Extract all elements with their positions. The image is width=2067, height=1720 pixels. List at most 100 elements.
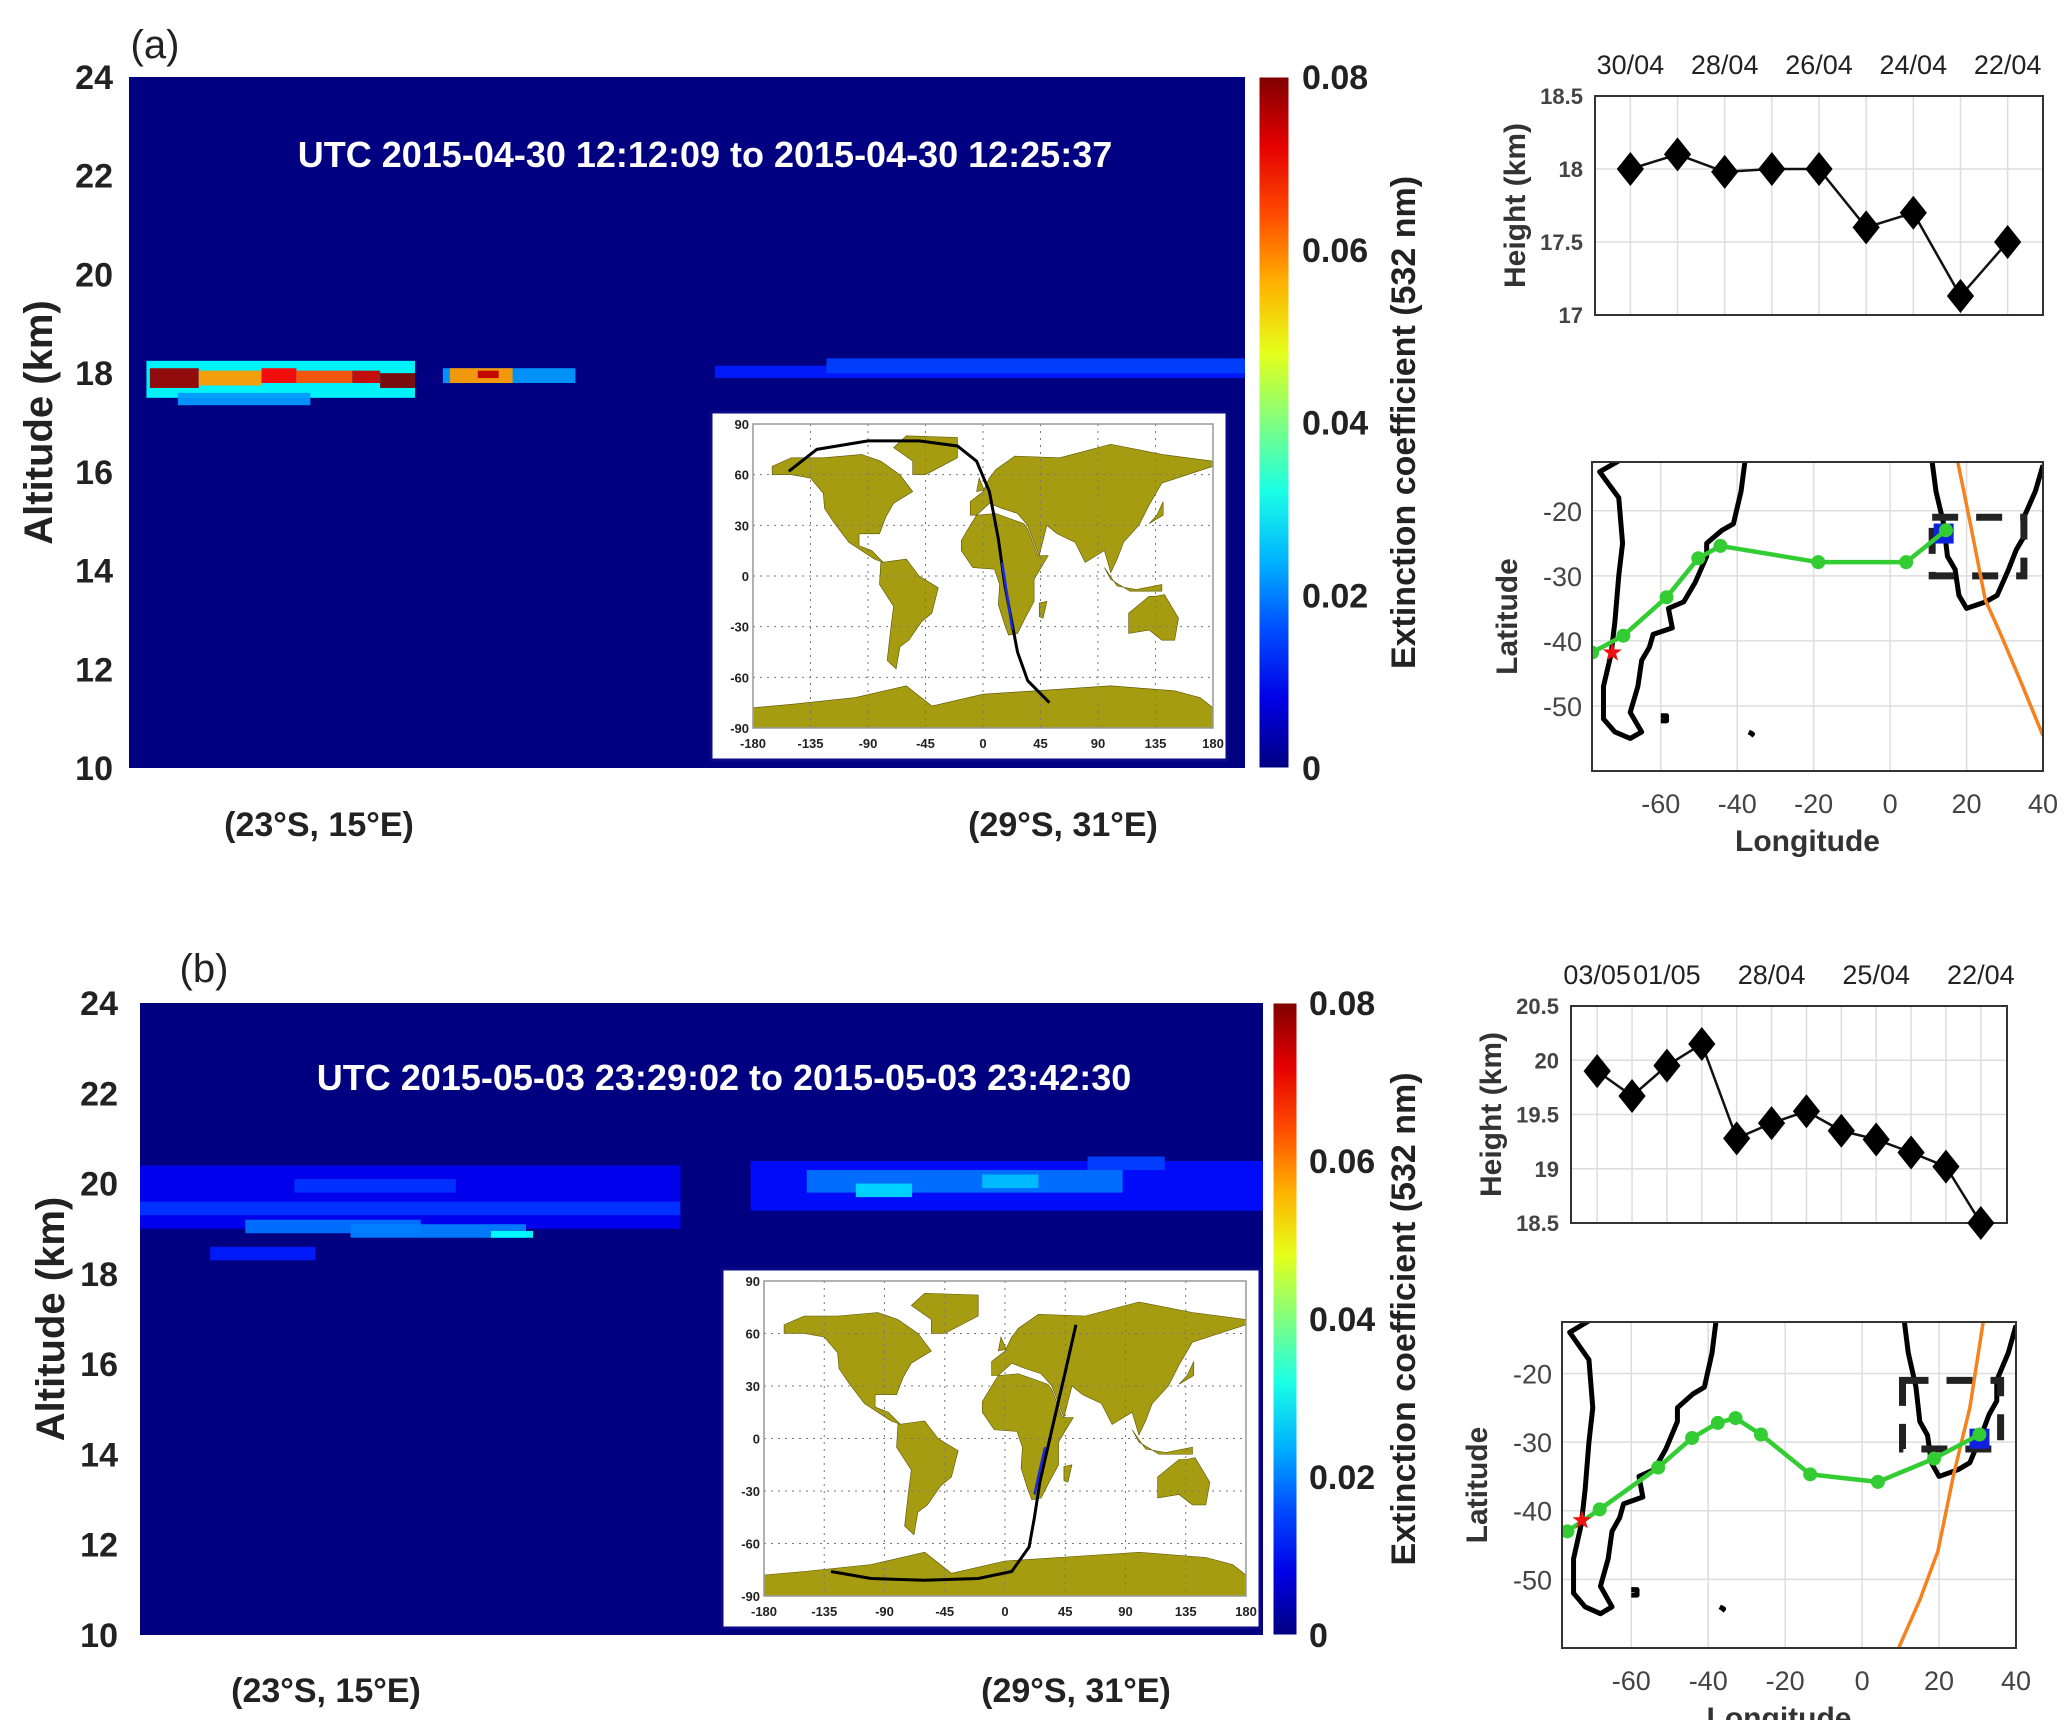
- heatmap-cell: [261, 368, 297, 384]
- back-trajectory-map: -60 -40 -20 0 20 40 -20 -30 -40 -50 Longitude Latit…: [1461, 1321, 2031, 1720]
- satellite-orbit-line: [1897, 1322, 1985, 1648]
- colorbar-tick-label: 0.02: [1309, 1459, 1375, 1497]
- date-tick-label: 28/04: [1738, 960, 1806, 990]
- height-marker: [1653, 1048, 1681, 1083]
- heatmap-cell: [210, 1246, 316, 1261]
- height-marker: [1583, 1054, 1611, 1089]
- lat-tick-label: -30: [1513, 1428, 1552, 1458]
- utc-time-range-title: UTC 2015-05-03 23:29:02 to 2015-05-03 23…: [317, 1057, 1131, 1098]
- study-region-box: [1899, 1376, 2005, 1453]
- plot-frame: [1591, 461, 2044, 772]
- lon-tick-label: -40: [1689, 1666, 1728, 1696]
- height-marker: [1897, 1135, 1925, 1170]
- altitude-tick-label: 14: [80, 1436, 118, 1474]
- colorbar-tick-label: 0: [1302, 750, 1321, 788]
- height-tick-label: 17.5: [1540, 230, 1583, 255]
- trajectory-point: [1710, 1415, 1725, 1430]
- inset-world-map: -180 -135 -90 -45 0 45 90 135 180 -90 -60 -30 0 30 60 9…: [720, 1267, 1262, 1630]
- trajectory-point: [1659, 590, 1674, 605]
- height-marker: [1805, 152, 1833, 186]
- lon-tick-label: 40: [2001, 1666, 2031, 1696]
- lon-tick-label: 0: [1883, 789, 1898, 819]
- inset-lon-tick: 180: [1202, 736, 1224, 751]
- coastline: [1597, 462, 1748, 741]
- landmass: [997, 1335, 1007, 1352]
- inset-lon-tick: -90: [859, 736, 878, 751]
- inset-lon-tick: 135: [1145, 736, 1167, 751]
- trajectory-point: [1803, 1467, 1818, 1482]
- height-tick-label: 20.5: [1516, 994, 1559, 1019]
- plot-frame: [1570, 1005, 2008, 1224]
- landmass: [969, 443, 1214, 574]
- trajectory-point: [1899, 555, 1914, 570]
- altitude-tick-label: 10: [75, 750, 113, 788]
- heatmap-cell: [198, 370, 262, 386]
- height-marker: [1827, 1113, 1855, 1148]
- inset-lon-tick: 45: [1058, 1604, 1072, 1619]
- heatmap-cell: [1087, 1156, 1165, 1171]
- coastline: [1747, 729, 1756, 738]
- lon-tick-label: 40: [2028, 789, 2058, 819]
- utc-time-range-title: UTC 2015-04-30 12:12:09 to 2015-04-30 12…: [298, 134, 1112, 175]
- height-marker: [1792, 1094, 1821, 1129]
- lat-tick-label: -50: [1543, 692, 1582, 722]
- lat-tick-label: -30: [1543, 562, 1582, 592]
- date-tick-label: 26/04: [1785, 50, 1853, 80]
- colorbar-tick-label: 0: [1309, 1617, 1328, 1655]
- landmass: [910, 1292, 979, 1334]
- inset-lat-tick: -90: [741, 1589, 760, 1604]
- inset-frame: [752, 423, 1214, 729]
- inset-lon-tick: 135: [1175, 1604, 1197, 1619]
- heatmap-cell: [149, 368, 199, 388]
- colorbar-tick-label: 0.04: [1302, 405, 1368, 443]
- date-tick-label: 22/04: [1947, 960, 2015, 990]
- latitude-axis-label: Latitude: [1491, 558, 1524, 675]
- height-marker: [1618, 1079, 1646, 1114]
- inset-lat-tick: 30: [746, 1379, 760, 1394]
- landmass: [991, 1301, 1247, 1436]
- altitude-tick-label: 14: [75, 553, 113, 591]
- landmass: [1128, 594, 1179, 641]
- coastline: [1901, 1322, 2016, 1479]
- colorbar-label: Extinction coefficient (532 nm): [1385, 1072, 1423, 1565]
- coastline: [1567, 1322, 1719, 1617]
- height-tick-label: 17: [1559, 303, 1583, 328]
- heatmap-cell: [855, 1183, 913, 1198]
- date-tick-label: 28/04: [1691, 50, 1759, 80]
- inset-lat-tick: 60: [746, 1327, 760, 1342]
- height-marker: [1758, 152, 1786, 186]
- coastlines: [1562, 1322, 2016, 1648]
- trajectory-point: [1562, 1524, 1575, 1539]
- trajectory-point: [1728, 1411, 1743, 1426]
- colorbar-tick-label: 0.08: [1309, 985, 1375, 1023]
- altitude-tick-label: 16: [75, 454, 113, 492]
- satellite-orbit-track: [830, 1324, 1078, 1582]
- volcano-star-icon: [1602, 642, 1622, 661]
- altitude-tick-label: 16: [80, 1346, 118, 1384]
- inset-lon-tick: -45: [935, 1604, 954, 1619]
- height-marker: [1932, 1149, 1960, 1184]
- height-tick-label: 19.5: [1516, 1103, 1559, 1128]
- panel-label: (a): [131, 23, 180, 67]
- inset-lat-tick: 0: [742, 569, 749, 584]
- landmass: [893, 435, 958, 475]
- lon-tick-label: -60: [1612, 1666, 1651, 1696]
- plot-frame: [1561, 1321, 2017, 1649]
- height-marker: [1852, 210, 1880, 245]
- altitude-tick-label: 12: [75, 651, 113, 689]
- trajectory-point: [1972, 1427, 1987, 1442]
- date-tick-label: 25/04: [1842, 960, 1910, 990]
- satellite-orbit-track: [787, 439, 1051, 704]
- height-marker: [1663, 137, 1692, 172]
- altitude-axis-label: Altitude (km): [29, 1197, 73, 1441]
- landmass: [1063, 1464, 1073, 1483]
- inset-lat-tick: -30: [741, 1484, 760, 1499]
- height-time-series: 18.5 19 19.5 20 20.503/05 01/05 28/04 25/04 22/0…: [1475, 960, 2015, 1240]
- inset-lon-tick: -90: [875, 1604, 894, 1619]
- profile-segment: [1033, 1446, 1047, 1495]
- panel-b: (b) UTC 2015-05-03 23:29:02 to 2015-05-03…: [29, 947, 2031, 1720]
- plot-frame: [1594, 95, 2044, 316]
- trajectory-point: [1938, 523, 1953, 538]
- inset-lat-tick: -60: [730, 670, 749, 685]
- trajectory-point: [1811, 555, 1826, 570]
